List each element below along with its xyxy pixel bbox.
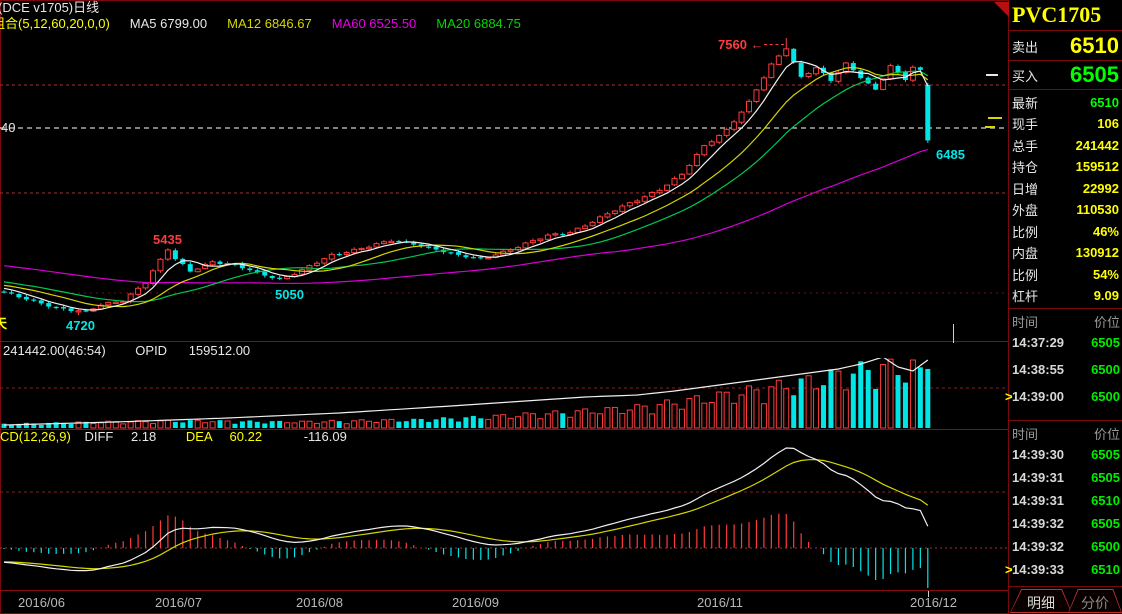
x-axis-label: 2016/07 <box>155 595 202 610</box>
opid-label: OPID <box>135 343 168 358</box>
quote-row: 比例 46% <box>1012 223 1119 240</box>
price-tick-yellow-1 <box>988 117 1002 119</box>
panel-divider <box>1008 0 1009 614</box>
ma5-value: MA5 6799.00 <box>129 16 208 31</box>
quote-row: 日增 22992 <box>1012 180 1119 197</box>
annotation-last-low: 6485 <box>936 147 965 162</box>
window-border-top <box>0 0 1122 1</box>
price-tick-yellow-2 <box>985 126 995 128</box>
tab-price-distribution-label: 分价 <box>1081 595 1109 611</box>
dea-label: DEA <box>185 429 212 444</box>
contract-symbol: PVC1705 <box>1012 2 1102 27</box>
quote-row-last: 最新 6510 <box>1012 94 1119 111</box>
macd-header: CD(12,26,9) DIFF 2.18 DEA 60.22 -116.09 <box>0 430 347 444</box>
quote-row: 比例 54% <box>1012 266 1119 283</box>
buy-quote-row[interactable]: 买入 6505 <box>1012 62 1119 88</box>
volume-total: 241442.00(46:54) <box>3 343 106 358</box>
axis-month-tick <box>928 591 929 597</box>
macd-chart[interactable] <box>0 445 1008 590</box>
annotation-aug-low: 5050 <box>275 287 304 302</box>
sell-quote-row[interactable]: 卖出 6510 <box>1012 33 1119 59</box>
panel-sep-5 <box>1009 420 1122 421</box>
diff-label: DIFF <box>84 429 114 444</box>
x-axis-label: 2016/11 <box>697 595 744 610</box>
panel-sep-4 <box>1009 308 1122 309</box>
quote-row: 杠杆 9.09 <box>1012 288 1119 304</box>
panel-corner-fold-icon <box>994 2 1009 17</box>
sell-label: 卖出 <box>1012 39 1039 55</box>
current-tick-marker: > <box>1005 562 1013 577</box>
price-level-label: 40 <box>1 120 16 135</box>
quote-row: 持仓 159512 <box>1012 159 1119 175</box>
current-tick-marker: > <box>1005 389 1013 404</box>
ticks2-header: 时间 价位 <box>1012 427 1120 442</box>
tick-row-marked: >14:39:00 6500 <box>1005 389 1120 404</box>
dea-value: 60.22 <box>229 429 263 444</box>
panel-sep-6 <box>1009 586 1122 587</box>
x-axis-label: 2016/08 <box>296 595 343 610</box>
tick-row: 14:39:31 6505 <box>1012 470 1120 485</box>
ma12-value: MA12 6846.67 <box>227 16 312 31</box>
opid-value: 159512.00 <box>188 343 251 358</box>
quote-row: 外盘 110530 <box>1012 202 1119 218</box>
volume-chart[interactable] <box>0 358 1008 429</box>
annotation-peak: 7560 ← <box>718 37 784 52</box>
annotation-arrow-dash <box>763 44 784 45</box>
tick-row: 14:37:29 6505 <box>1012 335 1120 350</box>
cursor-line <box>953 324 954 343</box>
x-axis-label: 2016/09 <box>452 595 499 610</box>
volume-header: 241442.00(46:54) OPID 159512.00 <box>3 344 250 358</box>
panel-sep-2 <box>1009 60 1122 61</box>
tab-detail[interactable]: 明细 <box>1010 589 1072 613</box>
tick-row-marked: >14:39:33 6510 <box>1005 562 1120 577</box>
indicator-header: 组合(5,12,60,20,0,0) MA5 6799.00 MA12 6846.6… <box>0 17 541 31</box>
buy-label: 买入 <box>1012 68 1039 84</box>
macd-name: CD(12,26,9) <box>0 429 71 444</box>
quote-row: 内盘 130912 <box>1012 245 1119 261</box>
tab-price-distribution[interactable]: 分价 <box>1068 589 1122 613</box>
annotation-peak-value: 7560 <box>718 37 747 52</box>
tick-row: 14:39:32 6505 <box>1012 516 1120 531</box>
tick-row: 14:39:32 6500 <box>1012 539 1120 554</box>
ticks1-header: 时间 价位 <box>1012 315 1120 330</box>
main-price-chart[interactable] <box>0 32 1008 342</box>
price-tick-white <box>986 74 998 76</box>
macd-extra-value: -116.09 <box>303 429 347 444</box>
ma60-value: MA60 6525.50 <box>331 16 417 31</box>
annotation-arrow-icon: ← <box>750 37 764 52</box>
quote-row: 总手 241442 <box>1012 137 1119 154</box>
annotation-jun-low: 4720 <box>66 318 95 333</box>
tab-detail-label: 明细 <box>1027 595 1055 611</box>
window-border-left <box>0 0 1 614</box>
quote-panel: PVC1705 卖出 6510 买入 6505 最新 6510 现手 106 总… <box>1005 0 1122 614</box>
sell-price: 6510 <box>1070 33 1119 58</box>
x-axis-label: 2016/06 <box>18 595 65 610</box>
panel-sep-1 <box>1009 30 1122 31</box>
ma20-value: MA20 6884.75 <box>436 16 521 31</box>
tick-row: 14:39:30 6505 <box>1012 447 1120 462</box>
x-axis-label: 2016/12 <box>910 595 957 610</box>
buy-price: 6505 <box>1070 62 1119 87</box>
left-clipped-text: 天 <box>0 316 8 331</box>
volume-bottom-border <box>0 429 1008 430</box>
tick-row: 14:38:55 6500 <box>1012 362 1120 377</box>
main-chart-bottom-border <box>0 341 1008 342</box>
tick-row: 14:39:31 6510 <box>1012 493 1120 508</box>
quote-row: 现手 106 <box>1012 116 1119 132</box>
chart-title: (DCE v1705)日线 <box>0 0 100 15</box>
last-price: 6510 <box>1090 94 1119 110</box>
macd-bottom-border <box>0 590 1008 591</box>
diff-value: 2.18 <box>130 429 157 444</box>
annotation-aug-high: 5435 <box>153 232 182 247</box>
panel-sep-3 <box>1009 89 1122 90</box>
indicator-name: 组合(5,12,60,20,0,0) <box>0 16 110 31</box>
